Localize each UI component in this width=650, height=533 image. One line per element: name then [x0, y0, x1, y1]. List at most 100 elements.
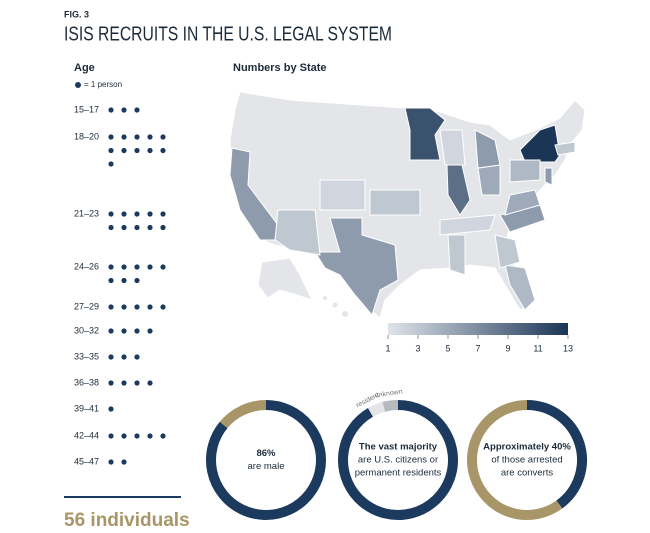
age-label: 27–29 — [74, 301, 99, 311]
person-dot — [108, 354, 114, 360]
person-dot — [160, 304, 166, 310]
person-dot — [108, 328, 114, 334]
scale-label: 1 — [385, 343, 390, 353]
state — [447, 234, 466, 276]
person-dot — [121, 147, 127, 154]
state — [274, 209, 321, 256]
age-label: 42–44 — [74, 430, 99, 440]
state — [477, 164, 501, 196]
state — [554, 141, 576, 156]
person-dot — [108, 224, 114, 231]
state — [504, 264, 536, 311]
scale-label: 3 — [415, 343, 420, 353]
state — [544, 167, 553, 186]
donut-arc — [526, 400, 587, 509]
person-dot — [160, 147, 166, 154]
person-dot — [134, 380, 140, 386]
person-dot — [134, 134, 140, 140]
hawaii — [323, 296, 327, 300]
person-dot — [134, 107, 140, 113]
hawaii — [332, 302, 338, 308]
person-dot — [134, 147, 140, 154]
map — [229, 91, 586, 319]
person-dot — [121, 224, 127, 231]
person-dot — [108, 147, 114, 154]
circle-headline: 86% — [256, 448, 276, 459]
circle-text: are U.S. citizens or — [358, 455, 438, 466]
person-dot — [108, 264, 114, 270]
person-dot — [134, 277, 140, 284]
person-dot — [121, 264, 127, 270]
circle-text: of those arrested — [491, 455, 562, 466]
person-dot — [160, 211, 166, 217]
person-dot — [134, 211, 140, 217]
legend-dot — [75, 82, 81, 88]
segment-label: unknown — [374, 389, 403, 400]
person-dot — [108, 211, 114, 217]
person-dot — [121, 107, 127, 113]
person-dot — [108, 380, 114, 386]
circle-headline: The vast majority — [359, 442, 438, 453]
state — [369, 189, 421, 216]
person-dot — [147, 264, 153, 270]
state — [439, 129, 466, 166]
person-dot — [121, 134, 127, 140]
person-dot — [147, 433, 153, 439]
scale-label: 9 — [505, 343, 510, 353]
person-dot — [108, 161, 114, 167]
donut-resident — [368, 402, 386, 417]
person-dot — [147, 328, 153, 334]
map-title: Numbers by State — [233, 62, 327, 74]
donut-main — [338, 400, 458, 520]
person-dot — [147, 211, 153, 217]
person-dot — [134, 328, 140, 334]
circle-text: are converts — [501, 468, 554, 479]
color-scale — [388, 323, 568, 335]
person-dot — [134, 304, 140, 310]
person-dot — [121, 277, 127, 284]
person-dot — [134, 433, 140, 439]
person-dot — [134, 354, 140, 360]
circle-text: permanent residents — [355, 468, 442, 479]
state — [404, 107, 446, 161]
age-label: 24–26 — [74, 261, 99, 271]
person-dot — [108, 433, 114, 439]
person-dot — [160, 134, 166, 140]
person-dot — [121, 380, 127, 386]
person-dot — [121, 328, 127, 334]
age-label: 36–38 — [74, 377, 99, 387]
age-label: 18–20 — [74, 131, 99, 141]
donut-unknown — [382, 400, 399, 412]
person-dot — [121, 304, 127, 310]
state — [494, 234, 521, 269]
person-dot — [147, 304, 153, 310]
state — [519, 124, 561, 163]
person-dot — [134, 264, 140, 270]
title: ISIS RECRUITS IN THE U.S. LEGAL SYSTEM — [64, 23, 392, 45]
person-dot — [108, 304, 114, 310]
circle-headline: Approximately 40% — [483, 442, 571, 453]
person-dot — [147, 147, 153, 154]
state — [319, 179, 366, 211]
person-dot — [134, 224, 140, 231]
scale-label: 5 — [445, 343, 450, 353]
person-dot — [121, 459, 127, 465]
donut-rest — [219, 400, 267, 429]
donut-rest — [467, 400, 563, 520]
person-dot — [108, 459, 114, 465]
state — [509, 159, 541, 183]
person-dot — [147, 134, 153, 140]
person-dot — [108, 107, 114, 113]
total: 56 individuals — [64, 510, 190, 531]
person-dot — [108, 134, 114, 140]
age-label: 15–17 — [74, 104, 99, 114]
circle-text: are male — [248, 461, 285, 472]
person-dot — [121, 211, 127, 217]
person-dot — [160, 264, 166, 270]
alaska — [257, 257, 313, 301]
person-dot — [147, 380, 153, 386]
state — [474, 129, 501, 169]
hawaii — [342, 311, 348, 317]
person-dot — [121, 354, 127, 360]
